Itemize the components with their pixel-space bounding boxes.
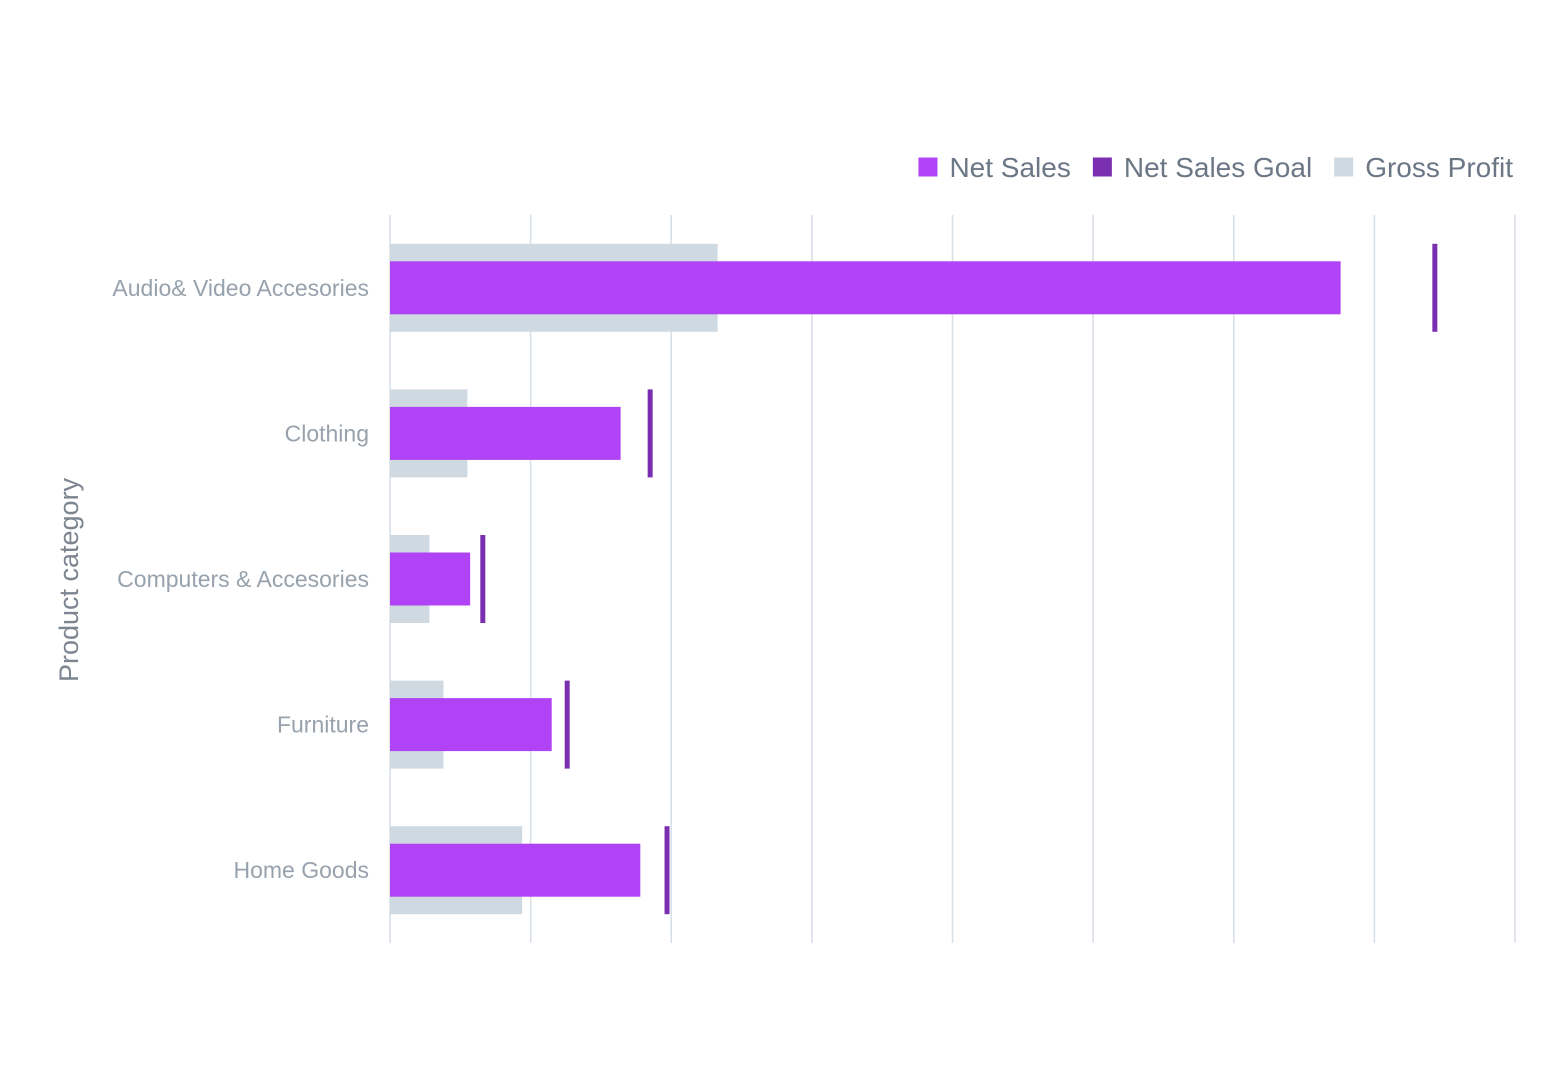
net-sales-bar-furniture	[390, 698, 552, 752]
category-label-furniture: Furniture	[277, 712, 369, 738]
legend-swatch	[1334, 157, 1354, 177]
net-sales-bar-computers-accesories	[390, 552, 471, 606]
legend-label: Gross Profit	[1365, 152, 1513, 183]
category-label-home-goods: Home Goods	[233, 857, 369, 883]
net-sales-bar-home-goods	[390, 843, 641, 897]
legend: Net Sales Net Sales Goal Gross Profit	[918, 152, 1513, 183]
net-sales-goal-marker-furniture	[564, 680, 570, 769]
net-sales-goal-marker-computers-accesories	[480, 535, 486, 623]
net-sales-bar-audio-video-accesories	[390, 261, 1341, 315]
y-axis-title: Product category	[54, 477, 84, 682]
net-sales-goal-marker-audio-video-accesories	[1432, 243, 1438, 332]
category-labels: Audio& Video Accesories Clothing Computers…	[112, 275, 369, 883]
net-sales-goal-marker-clothing	[647, 389, 653, 478]
grid-lines	[389, 215, 1516, 943]
legend-label: Net Sales Goal	[1124, 152, 1312, 183]
category-label-clothing: Clothing	[285, 420, 369, 446]
legend-item-net-sales-goal[interactable]: Net Sales Goal	[1092, 152, 1312, 183]
legend-label: Net Sales	[949, 152, 1070, 183]
legend-swatch	[918, 157, 938, 177]
net-sales-goal-marker-home-goods	[664, 826, 670, 915]
category-label-audio-video-accesories: Audio& Video Accesories	[112, 275, 369, 301]
legend-item-net-sales[interactable]: Net Sales	[918, 152, 1071, 183]
legend-swatch	[1092, 157, 1112, 177]
legend-item-gross-profit[interactable]: Gross Profit	[1334, 152, 1513, 183]
net-sales-bar-clothing	[390, 406, 621, 460]
bars	[390, 243, 1438, 915]
category-label-computers-accesories: Computers & Accesories	[117, 566, 369, 592]
